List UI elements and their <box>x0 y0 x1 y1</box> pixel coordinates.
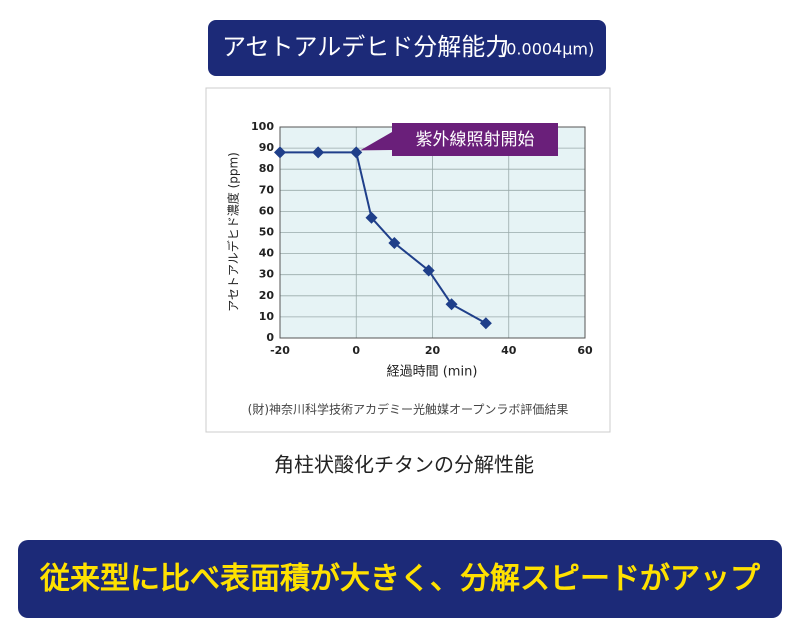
annotation-box <box>392 123 558 156</box>
annotation-pointer <box>360 132 392 151</box>
banner-text: 従来型に比べ表面積が大きく、分解スピードがアップ <box>39 562 761 597</box>
y-tick-label: 40 <box>259 247 275 260</box>
x-tick-label: 60 <box>577 344 593 357</box>
x-tick-label: 20 <box>425 344 441 357</box>
y-tick-label: 30 <box>259 268 275 281</box>
y-tick-label: 60 <box>259 204 275 217</box>
y-tick-label: 70 <box>259 183 275 196</box>
source-note: (財)神奈川科学技術アカデミー光触媒オープンラボ評価結果 <box>248 402 569 417</box>
x-tick-label: 0 <box>352 344 360 357</box>
x-tick-label: -20 <box>270 344 290 357</box>
y-tick-label: 90 <box>259 141 275 154</box>
data-point <box>445 298 458 311</box>
data-point <box>312 146 325 159</box>
x-axis-label: 経過時間 (min) <box>387 365 478 380</box>
y-tick-label: 10 <box>259 310 275 323</box>
data-line <box>280 151 487 325</box>
y-tick-label: 20 <box>259 289 275 302</box>
data-point <box>274 146 286 159</box>
data-point <box>365 211 378 224</box>
caption: 角柱状酸化チタンの分解性能 <box>274 453 534 477</box>
bottom-banner <box>18 540 782 618</box>
y-axis-label: アセトアルデヒド濃度 (ppm) <box>226 152 241 312</box>
chart-title: アセトアルデヒド分解能力 <box>222 33 509 61</box>
y-tick-label: 0 <box>266 331 274 344</box>
y-tick-label: 50 <box>259 226 275 239</box>
y-tick-label: 100 <box>251 120 274 133</box>
annotation: 紫外線照射開始 <box>416 130 535 150</box>
chart-subtitle: (0.0004μm) <box>500 40 594 59</box>
title-banner <box>208 20 606 76</box>
y-tick-label: 80 <box>259 162 275 175</box>
data-point <box>350 146 363 159</box>
data-point <box>479 317 492 330</box>
x-tick-label: 40 <box>501 344 517 357</box>
data-point <box>422 264 435 277</box>
data-point <box>388 237 401 250</box>
